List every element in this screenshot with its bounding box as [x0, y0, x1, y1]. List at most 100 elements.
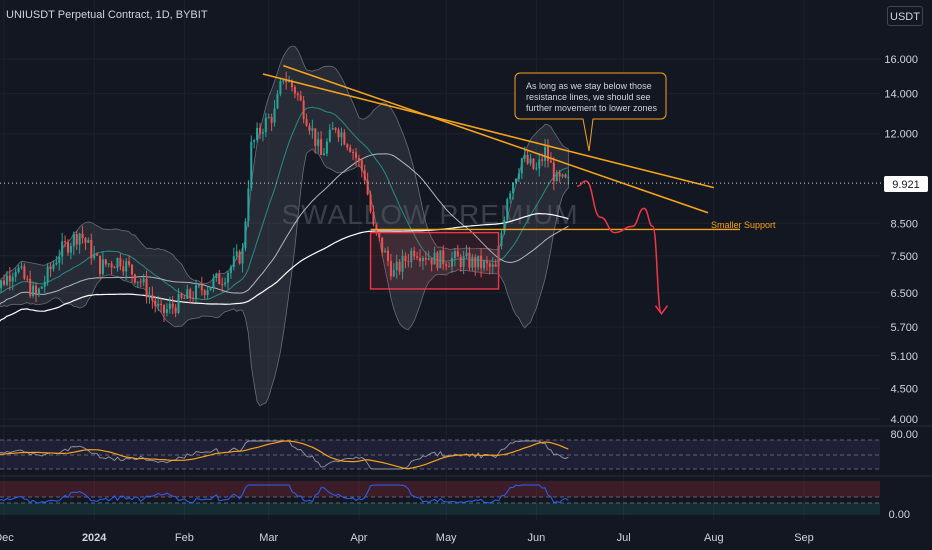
candle-body	[197, 284, 200, 286]
candle-body	[491, 264, 494, 267]
candle-body	[465, 252, 468, 257]
candle-body	[221, 284, 224, 286]
candle-body	[445, 264, 448, 267]
price-tick-label: 16.000	[884, 54, 918, 66]
candle-body	[494, 264, 497, 267]
candle-body	[34, 285, 38, 296]
candle-body	[14, 272, 17, 277]
candle-body	[514, 178, 518, 184]
candle-body	[171, 303, 174, 308]
candle-body	[192, 297, 195, 300]
candle-body	[247, 188, 250, 222]
candle-body	[392, 270, 395, 277]
candle-body	[43, 281, 46, 287]
candle-body	[119, 258, 122, 267]
candle-body	[328, 129, 331, 142]
candle-body	[424, 257, 427, 260]
candle-body	[84, 238, 87, 243]
candle-body	[168, 303, 171, 310]
candle-body	[427, 258, 430, 260]
annotation-box	[514, 72, 667, 152]
candle-body	[180, 294, 183, 298]
candle-body	[453, 251, 456, 259]
candle-body	[29, 278, 32, 296]
candle-body	[389, 261, 392, 277]
time-tick-label: 2024	[82, 532, 107, 544]
candle-body	[541, 159, 544, 161]
candle-body	[203, 290, 206, 295]
osc-tick-label: 0.00	[889, 509, 910, 521]
candle-body	[279, 81, 282, 95]
candle-body	[224, 282, 227, 285]
candle-body	[26, 278, 29, 280]
candle-body	[334, 128, 337, 130]
time-tick-label: May	[436, 532, 457, 544]
candle-body	[552, 162, 555, 182]
watermark: SWALLOW PREMIUM	[281, 199, 578, 230]
osc2-line	[0, 484, 569, 504]
projection-path[interactable]	[576, 180, 663, 315]
resistance-line[interactable]	[262, 73, 715, 189]
candle-body	[96, 253, 99, 256]
candle-body	[378, 231, 381, 238]
candle-body	[5, 275, 8, 285]
candle-body	[267, 117, 270, 119]
candle-body	[430, 258, 433, 265]
candle-body	[520, 158, 523, 174]
candle-body	[148, 295, 151, 298]
annotation-callout[interactable]: As long as we stay below those resistance…	[514, 72, 667, 152]
candle-body	[101, 259, 104, 275]
time-tick-label: Jul	[617, 532, 631, 544]
projection-arrowhead	[654, 305, 669, 315]
candle-body	[78, 233, 81, 245]
candle-body	[375, 224, 378, 232]
candle-body	[17, 267, 20, 273]
candle-body	[206, 290, 209, 295]
candle-body	[509, 193, 512, 200]
candle-body	[116, 258, 119, 268]
candle-body	[139, 281, 142, 283]
ma-100-line	[0, 212, 569, 322]
candle-body	[174, 307, 177, 313]
last-price-value: 9.921	[892, 179, 920, 191]
time-axis[interactable]: Dec 2024 Feb Mar Apr May Jun Jul Aug Sep	[0, 532, 814, 544]
candle-body	[343, 132, 346, 145]
candle-body	[421, 257, 424, 262]
time-tick-label: Sep	[794, 532, 814, 544]
candle-body	[384, 250, 387, 253]
time-tick-label: Mar	[259, 532, 278, 544]
candle-body	[218, 273, 221, 285]
time-tick-label: Aug	[704, 532, 724, 544]
candle-body	[523, 154, 526, 159]
candle-body	[244, 221, 247, 249]
candle-body	[381, 237, 384, 253]
candle-body	[40, 286, 43, 289]
currency-button[interactable]: USDT	[887, 6, 923, 26]
price-tick-label: 6.500	[890, 288, 918, 300]
candles	[0, 71, 570, 322]
candle-body	[128, 261, 131, 265]
candle-body	[410, 250, 413, 263]
candle-body	[311, 128, 314, 131]
candle-body	[49, 266, 52, 270]
candle-body	[212, 278, 215, 288]
candle-body	[81, 233, 84, 239]
candle-body	[229, 266, 232, 274]
resistance-line[interactable]	[283, 64, 709, 214]
price-axis[interactable]: 16.000 14.000 12.000 8.500 7.500 6.500 5.700 5.…	[884, 54, 918, 426]
candle-body	[546, 147, 550, 161]
candle-body	[299, 95, 302, 101]
candle-body	[98, 255, 102, 275]
candle-body	[439, 250, 442, 269]
candle-body	[46, 266, 49, 282]
range-box[interactable]	[369, 231, 500, 290]
candle-body	[285, 80, 288, 83]
osc2-upper-band	[0, 481, 880, 497]
candle-body	[209, 287, 212, 291]
price-tick-label: 14.000	[884, 89, 918, 101]
candle-body	[346, 144, 349, 148]
candle-body	[567, 176, 570, 178]
candle-body	[549, 160, 552, 163]
candle-body	[468, 252, 471, 268]
